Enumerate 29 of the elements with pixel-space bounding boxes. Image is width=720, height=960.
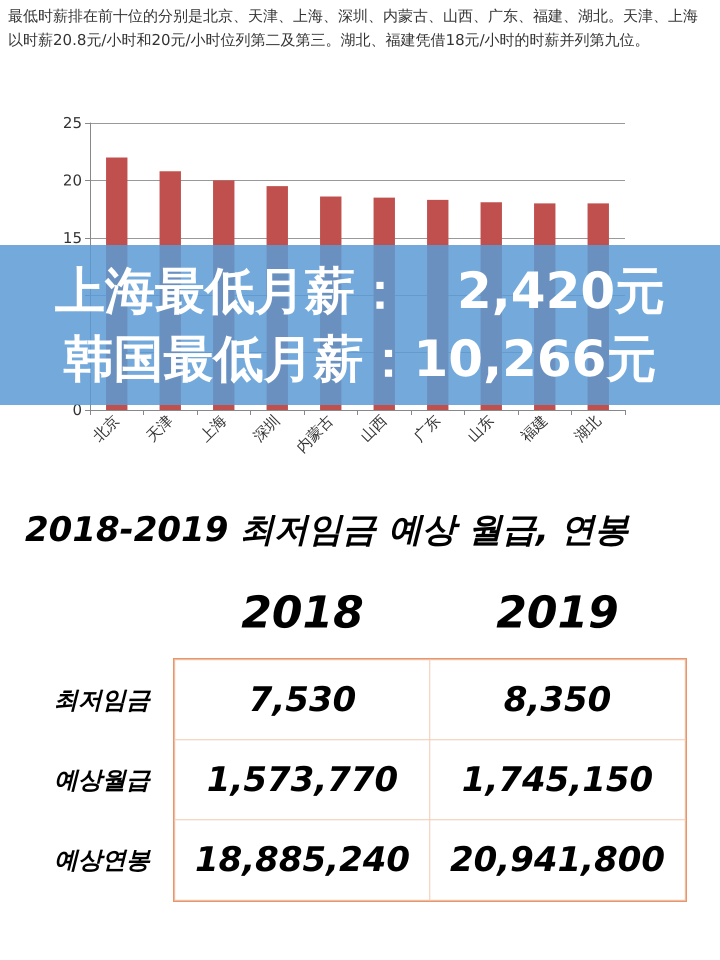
x-tick-label: 湖北 — [570, 412, 605, 446]
x-tick-label: 天津 — [142, 412, 177, 446]
x-tick-label: 上海 — [196, 412, 230, 446]
y-tick-label: 15 — [62, 228, 82, 247]
x-tick-label: 福建 — [517, 412, 552, 446]
data-label: 8,350 — [504, 680, 612, 720]
y-tick-label: 20 — [62, 171, 82, 190]
y-tick-label: 예상월급 — [54, 766, 152, 794]
data-label: 18,885,240 — [194, 840, 410, 880]
y-tick-label: 최저임금 — [54, 686, 152, 714]
text-banner: 上海最低月薪： 2,420元 韩国最低月薪：10,266元 — [0, 245, 720, 405]
y-tick-label: 예상연봉 — [54, 846, 151, 874]
data-label: 1,573,770 — [206, 760, 398, 800]
x-tick-label: 山西 — [356, 412, 391, 446]
chart-title: 2018-2019 최저임금 예상 월급, 연봉 — [25, 510, 631, 550]
data-label: 20,941,800 — [450, 840, 666, 880]
annotation: 韩国最低月薪：10,266元 — [64, 329, 656, 390]
x-tick-label: 2018 — [241, 588, 364, 638]
x-tick-label: 2019 — [496, 588, 619, 638]
y-tick-label: 25 — [62, 114, 82, 132]
x-tick-label: 山东 — [464, 412, 498, 446]
text: 最低时薪排在前十位的分别是北京、天津、上海、深圳、内蒙古、山西、广东、福建、湖北。天津、上海以时薪20.8元/小时和20元/小时位列第二及第三。湖北、福建凭借18元/小时的时薪并列第九位。 — [8, 6, 699, 51]
annotation: 上海最低月薪： 2,420元 — [54, 261, 666, 322]
x-tick-label: 内蒙古 — [292, 412, 338, 456]
x-tick-label: 深圳 — [250, 412, 284, 446]
data-label: 1,745,150 — [462, 760, 654, 800]
data-label: 7,530 — [248, 680, 356, 720]
x-tick-label: 广东 — [410, 412, 444, 446]
x-tick-label: 北京 — [89, 412, 124, 446]
